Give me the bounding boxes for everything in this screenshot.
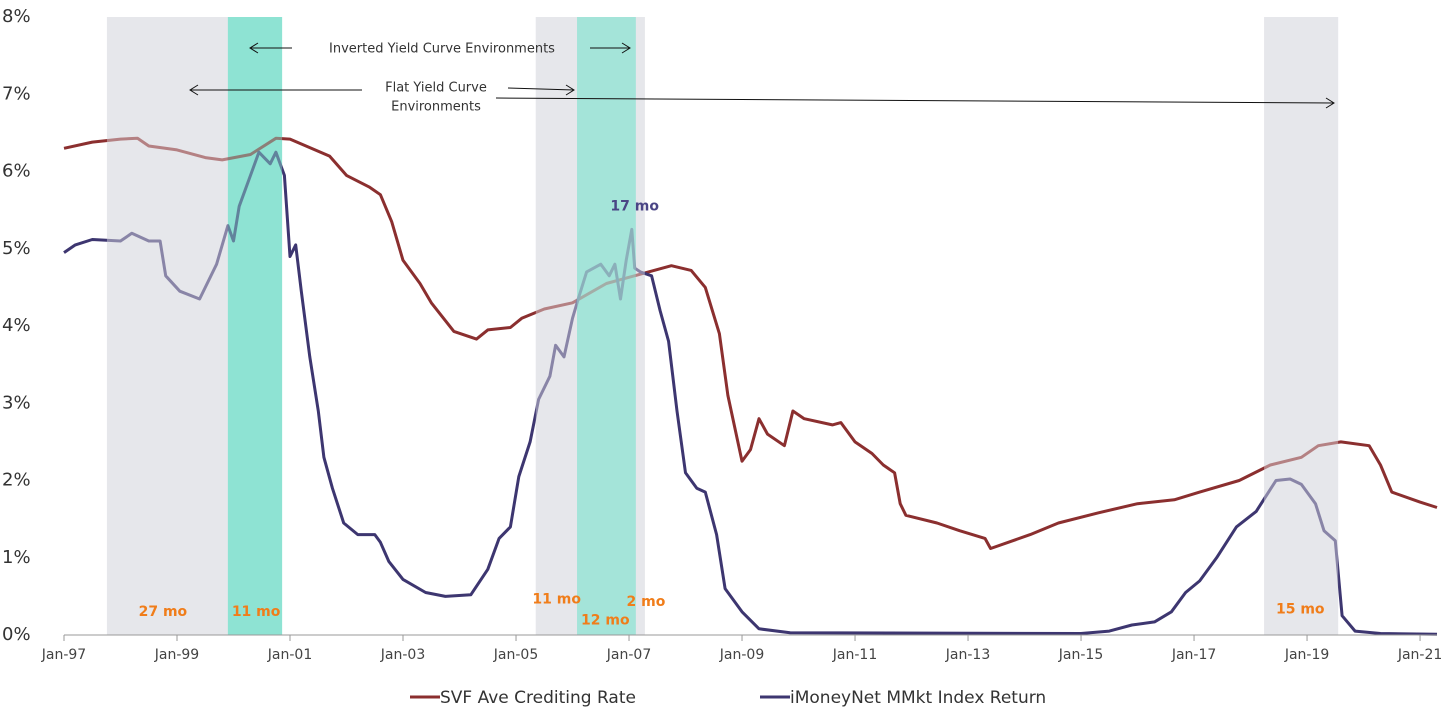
annotation: 11 mo: [532, 591, 581, 607]
region: [227, 17, 283, 635]
x-tick-label: Jan-09: [719, 647, 764, 663]
x-tick-label: Jan-19: [1284, 647, 1329, 663]
x-tick-label: Jan-99: [154, 647, 199, 663]
y-tick-label: 3%: [2, 392, 31, 413]
arrow-line: [495, 97, 1335, 104]
notes: [189, 42, 1335, 109]
annotation: 17 mo: [610, 198, 659, 214]
x-tick-label: Jan-03: [380, 647, 425, 663]
legend-label: SVF Ave Crediting Rate: [440, 688, 636, 708]
y-tick-label: 7%: [2, 83, 31, 104]
arrow-head: [249, 42, 259, 54]
annotation: 27 mo: [139, 604, 188, 620]
arrow-head: [565, 84, 575, 96]
region-tint: [106, 17, 228, 635]
note-flat: Environments: [391, 100, 481, 115]
x-tick-label: Jan-11: [832, 647, 877, 663]
y-tick-label: 5%: [2, 238, 31, 259]
plot-under: [106, 17, 1339, 635]
x-tick-label: Jan-13: [945, 647, 990, 663]
annotation: 12 mo: [581, 612, 630, 628]
plot-over: 0% 1% 2% 3% 4% 5% 6% 7% 8% Jan-97 Jan-99 Jan-01 Jan-…: [2, 6, 1442, 663]
arrow-head: [189, 84, 199, 96]
x-tick-label: Jan-07: [606, 647, 651, 663]
region-tint: [1264, 17, 1339, 635]
arrow-head: [621, 42, 631, 54]
y-tick-label: 0%: [2, 624, 31, 645]
arrow-line: [507, 87, 575, 91]
annotation: 15 mo: [1276, 602, 1325, 618]
x-tick-label: Jan-17: [1171, 647, 1216, 663]
y-tick-label: 6%: [2, 161, 31, 182]
note-inverted: Inverted Yield Curve Environments: [329, 42, 555, 57]
region-tint: [227, 17, 283, 635]
region: [577, 17, 636, 635]
legend-label: iMoneyNet MMkt Index Return: [790, 688, 1046, 708]
x-tick-label: Jan-05: [493, 647, 538, 663]
region-tint: [577, 17, 636, 635]
note-flat: Flat Yield Curve: [385, 81, 487, 96]
annotation: 2 mo: [627, 594, 666, 610]
y-tick-label: 4%: [2, 315, 31, 336]
arrow-head: [1325, 97, 1335, 109]
series-line: [63, 150, 1438, 636]
x-tick-label: Jan-01: [267, 647, 312, 663]
y-tick-label: 8%: [2, 6, 31, 27]
region-tint: [535, 17, 645, 635]
y-tick-label: 1%: [2, 547, 31, 568]
x-tick-label: Jan-15: [1058, 647, 1103, 663]
series-line: [63, 136, 1438, 550]
legend: SVF Ave Crediting Rate iMoneyNet MMkt Ind…: [410, 688, 1046, 708]
x-tick-label: Jan-97: [41, 647, 86, 663]
y-tick-label: 2%: [2, 470, 31, 491]
region: [106, 17, 228, 635]
x-tick-label: Jan-21: [1397, 647, 1442, 663]
annotation: 11 mo: [232, 604, 281, 620]
plot-lines: [63, 136, 1438, 636]
